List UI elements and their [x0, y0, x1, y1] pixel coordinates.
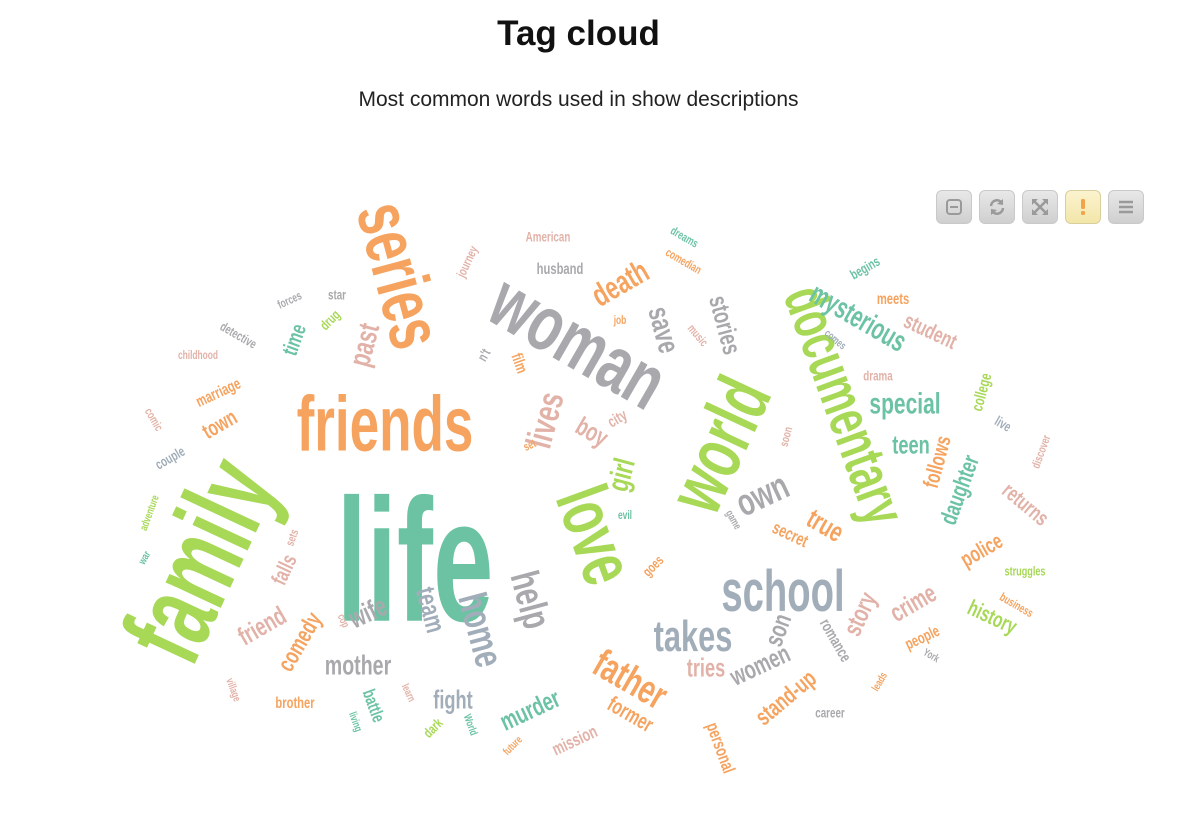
word-comic: comic: [141, 406, 164, 434]
word-village: village: [223, 677, 243, 704]
word-live: live: [992, 413, 1014, 435]
word-dark: dark: [420, 715, 446, 741]
word-returns: returns: [997, 479, 1053, 532]
word-personal: personal: [702, 720, 738, 776]
word-home: home: [449, 588, 511, 672]
word-people: people: [902, 621, 943, 653]
word-falls: falls: [267, 551, 302, 589]
word-brother: brother: [275, 693, 315, 712]
word-york: York: [921, 646, 942, 666]
word-time: time: [278, 321, 312, 359]
word-begins: begins: [847, 253, 883, 283]
word-music: music: [684, 323, 709, 350]
word-job: job: [613, 315, 626, 328]
word-dreams: dreams: [668, 225, 700, 251]
word-drug: drug: [317, 307, 344, 334]
word-husband: husband: [537, 259, 584, 278]
word-drama: drama: [863, 368, 893, 384]
word-struggles: struggles: [1005, 565, 1046, 579]
word-soon: soon: [778, 426, 795, 449]
word-meets: meets: [877, 289, 910, 308]
word-crime: crime: [885, 578, 942, 627]
word-student: student: [900, 309, 961, 355]
word-friends: friends: [297, 382, 474, 469]
word-leads: leads: [870, 670, 891, 693]
word-teen: teen: [892, 431, 929, 460]
word-true: true: [801, 503, 849, 549]
word-marriage: marriage: [193, 374, 244, 411]
word-battle: battle: [358, 687, 388, 726]
word-school: school: [721, 560, 844, 624]
word-comedian: comedian: [663, 247, 703, 278]
word-discover: discover: [1030, 434, 1054, 471]
word-future: future: [501, 734, 525, 758]
word-evil: evil: [618, 510, 632, 523]
word-special: special: [869, 388, 940, 420]
word-living: living: [346, 710, 365, 733]
word-forces: forces: [276, 290, 304, 312]
word-sets: sets: [284, 528, 302, 548]
word-family: family: [98, 439, 302, 680]
word-stories: stories: [703, 292, 746, 357]
word-career: career: [815, 705, 845, 721]
word-police: police: [957, 529, 1008, 572]
word-tries: tries: [687, 654, 725, 683]
word-mission: mission: [549, 722, 600, 760]
word-past: past: [344, 320, 387, 370]
word-fight: fight: [433, 686, 473, 715]
word-learn: learn: [398, 682, 417, 704]
word-n-t: n't: [474, 346, 494, 364]
word-world: World: [460, 713, 479, 738]
word-college: college: [967, 371, 995, 413]
word-town: town: [198, 405, 241, 444]
word-murder: murder: [495, 684, 564, 737]
word-journey: journey: [454, 244, 481, 281]
word-american: American: [526, 229, 571, 245]
word-help: help: [501, 567, 558, 634]
word-detective: detective: [217, 320, 258, 352]
word-star: star: [328, 287, 346, 303]
word-childhood: childhood: [178, 350, 218, 363]
word-mother: mother: [325, 650, 392, 681]
